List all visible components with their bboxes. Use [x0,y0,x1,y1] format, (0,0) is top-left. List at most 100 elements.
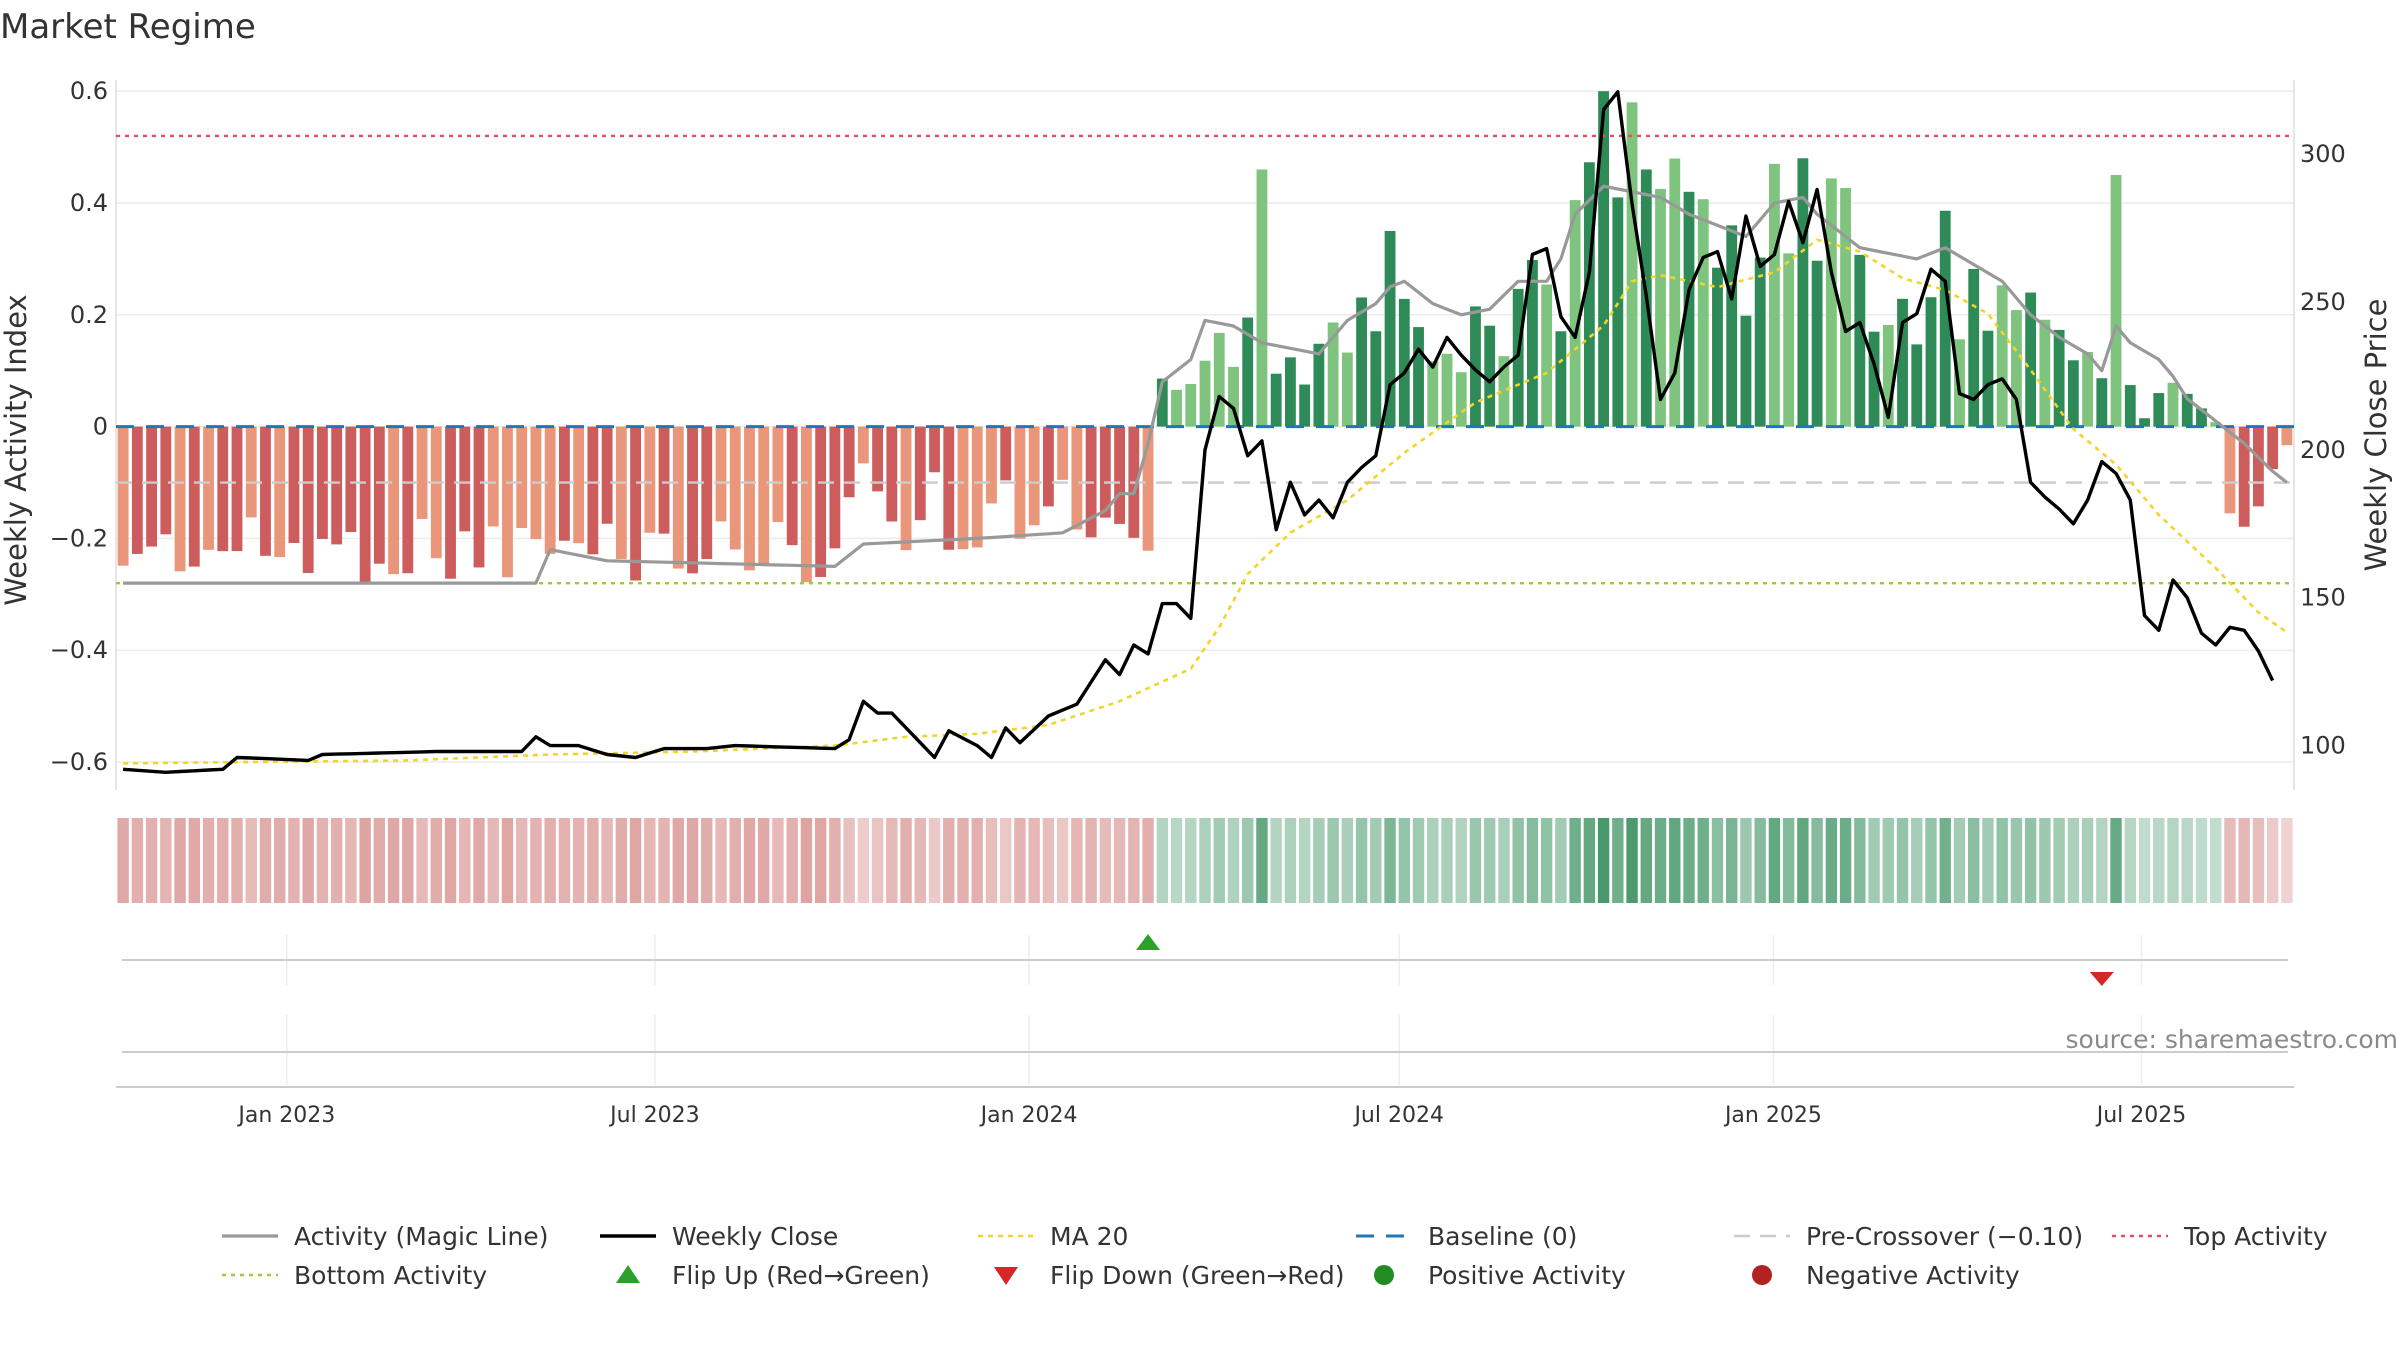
activity-bar [1712,267,1723,427]
regime-cell [2281,818,2293,903]
activity-bar [1299,384,1311,427]
activity-bar [1028,426,1040,526]
activity-bar [1825,178,1837,427]
regime-cell [572,818,585,903]
regime-cell [1583,818,1596,903]
y-axis-left: 0.6 0.4 0.2 0 −0.2 −0.4 −0.6 [50,77,108,776]
activity-bar [1071,426,1083,530]
activity-bar [1626,102,1638,427]
activity-bar [2224,426,2236,514]
activity-bar [943,426,955,550]
regime-cell [971,818,983,903]
chart-title: Market Regime [0,7,256,47]
legend-negative-dot-icon [1752,1265,1772,1285]
activity-bar [131,426,143,554]
regime-cell [1398,818,1410,903]
regime-cell [1654,818,1667,903]
activity-bar [1740,315,1752,427]
activity-bar [345,426,357,533]
regime-cell [330,818,343,903]
regime-cell [1142,818,1154,903]
activity-bar [2082,351,2093,427]
activity-bar [573,426,585,544]
regime-cell [587,818,599,903]
regime-cell [1726,818,1738,903]
regime-cell [1498,818,1510,903]
legend-item: Top Activity [2183,1222,2328,1251]
regime-cell [288,818,300,903]
regime-cell [1882,818,1894,903]
activity-bar [473,426,485,568]
regime-cell [202,818,215,903]
activity-bar [274,426,286,558]
activity-bar [1185,383,1197,427]
activity-bar [872,426,883,492]
regime-cell [758,818,770,903]
regime-cell [914,818,926,903]
regime-cell [772,818,784,903]
regime-cell [359,818,371,903]
regime-cell [1441,818,1453,903]
regime-cell [1298,818,1311,903]
activity-bar [1484,325,1496,427]
activity-bar [359,426,371,583]
activity-bar [701,426,713,559]
activity-bar [1527,260,1538,427]
regime-cell [1797,818,1809,903]
regime-cell [1782,818,1795,903]
regime-cell [658,818,670,903]
activity-bar [117,426,129,566]
y-axis-left-label: Weekly Activity Index [0,294,33,605]
regime-cell [160,818,172,903]
y-right-tick-label: 300 [2300,140,2346,168]
activity-bar [1911,344,1923,427]
activity-bar [1285,357,1296,427]
activity-bar [1868,331,1880,427]
regime-cell [1113,818,1126,903]
regime-cell [430,818,442,903]
activity-dot-panel [122,1015,2288,1085]
regime-cell [1227,818,1240,903]
regime-cell [2110,818,2122,903]
activity-bar [1370,331,1382,427]
regime-cell [117,818,129,903]
activity-bar [1512,288,1524,427]
regime-cell [886,818,898,903]
y-right-tick-label: 150 [2300,584,2346,612]
regime-strip [117,818,2293,903]
regime-cell [1028,818,1040,903]
activity-bar [843,426,855,498]
activity-bar [1811,260,1823,427]
activity-bar [1541,284,1553,427]
activity-bar [1228,366,1239,427]
regime-cell [2081,818,2094,903]
legend-item: Negative Activity [1806,1261,2020,1290]
regime-cell [800,818,813,903]
y-right-tick-label: 200 [2300,436,2346,464]
activity-bar [1242,317,1254,427]
activity-bar [331,426,343,545]
y-left-tick-label: −0.4 [50,636,108,664]
activity-bar [829,426,841,549]
activity-bar [1142,426,1154,551]
activity-bar [2253,426,2264,507]
legend: Activity (Magic Line) Weekly Close MA 20 Ba… [222,1222,2328,1290]
legend-item: MA 20 [1050,1222,1128,1251]
regime-cell [2138,818,2151,903]
activity-bar [1598,91,1609,427]
activity-bar [302,426,314,574]
activity-bar [2110,175,2122,427]
regime-cell [1911,818,1923,903]
regime-cell [686,818,699,903]
x-axis: Jan 2023 Jul 2023 Jan 2024 Jul 2024 Jan 2025… [116,1086,2294,1128]
activity-bar [801,426,812,583]
regime-cell [1484,818,1496,903]
regime-cell [274,818,286,903]
activity-bar [900,426,912,551]
main-grid [115,80,2295,790]
regime-cell [900,818,912,903]
activity-bar [1341,352,1353,427]
regime-cell [245,818,257,903]
source-credit: source: sharemaestro.com [2066,1025,2399,1054]
activity-bar [672,426,684,569]
